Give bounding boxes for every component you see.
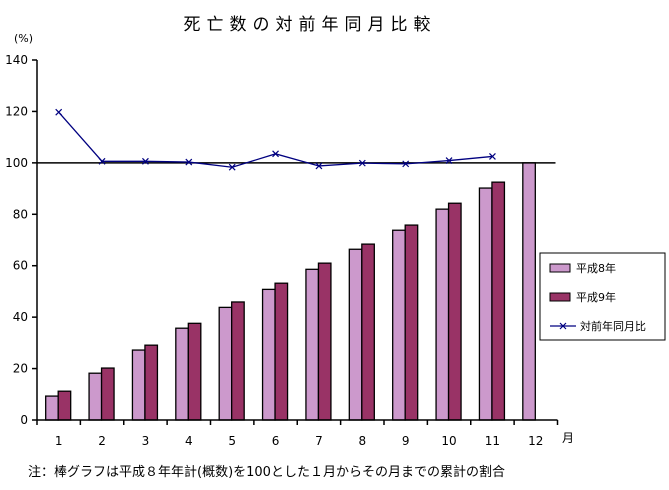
chart-title: 死亡数の対前年同月比較 [184,15,437,35]
bar-2-9 [404,224,419,421]
x-tick-label: 10 [441,434,456,448]
x-tick-label: 6 [272,434,280,448]
bar-1-8 [348,248,363,421]
bar-2-10 [447,202,462,421]
bar-1-4 [175,327,189,421]
ratio-line [58,111,493,168]
legend-swatch-2 [549,292,571,302]
ratio-marker [185,158,193,166]
y-tick-label: 140 [5,53,28,67]
bar-2-3 [144,344,159,421]
ratio-marker [315,162,323,170]
y-tick-label: 20 [13,362,28,376]
bar-2-8 [361,243,375,421]
x-axis-label: 月 [562,431,574,445]
y-tick-label: 0 [20,413,28,427]
x-tick-label: 11 [485,434,500,448]
bar-1-3 [131,349,146,421]
legend-label-3: 対前年同月比 [580,319,646,333]
x-tick-label: 1 [55,434,63,448]
bar-2-11 [491,181,506,421]
x-tick-label: 8 [358,434,366,448]
bar-1-11 [478,187,493,421]
x-tick-label: 2 [98,434,106,448]
x-tick-label: 5 [228,434,236,448]
bar-1-2 [88,372,103,421]
bar-1-12 [522,162,536,421]
ratio-marker [98,157,106,165]
ratio-marker [272,150,279,158]
bar-1-1 [45,395,59,421]
bar-2-6 [274,282,289,421]
ratio-marker [489,153,496,160]
y-tick-label: 80 [13,207,28,221]
bar-1-7 [305,268,320,421]
legend-label-2: 平成9年 [576,290,616,304]
legend-swatch-1 [549,263,571,273]
x-tick-label: 12 [528,434,543,448]
ratio-marker [358,159,366,167]
y-tick-label: 40 [13,310,28,324]
legend-marker-x [559,322,567,330]
ratio-marker [55,108,63,116]
ratio-marker [142,157,149,165]
bar-1-5 [218,306,233,421]
bar-2-1 [57,390,72,421]
ratio-marker [445,157,453,164]
legend-label-1: 平成8年 [576,261,616,275]
footnote: 注：棒グラフは平成８年年計(概数)を100とした１月からその月までの累計の割合 [28,464,505,480]
bar-1-10 [435,208,450,421]
bar-2-5 [231,301,245,421]
x-tick-label: 7 [315,434,323,448]
ratio-marker [402,160,410,168]
bar-2-4 [187,322,202,421]
x-tick-label: 3 [142,434,150,448]
bar-1-6 [261,288,276,421]
bar-1-9 [392,229,406,421]
y-axis-label: (%) [14,32,33,45]
y-tick-label: 60 [13,259,28,273]
y-tick-label: 120 [5,104,28,118]
x-tick-label: 9 [402,434,410,448]
bar-2-7 [317,262,332,421]
y-tick-label: 100 [5,156,28,170]
bar-2-2 [100,367,115,421]
x-tick-label: 4 [185,434,193,448]
ratio-marker [228,163,236,171]
